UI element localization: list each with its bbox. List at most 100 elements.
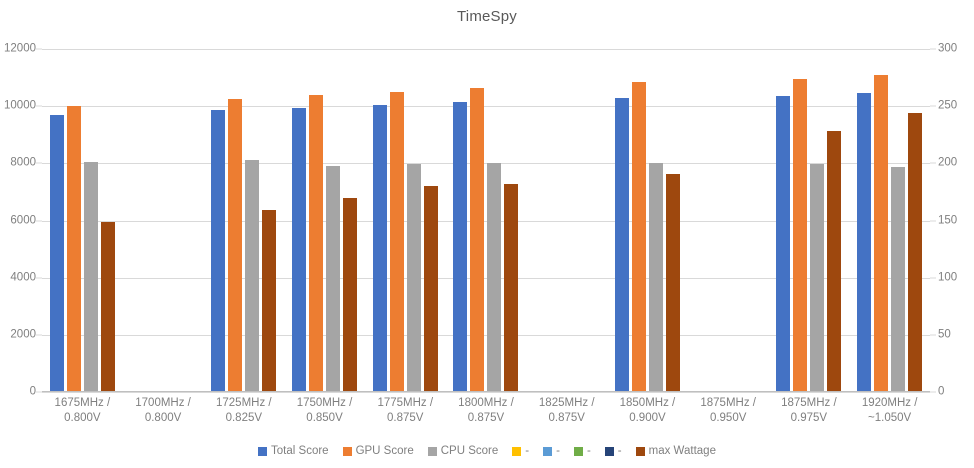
- y-axis-right-tick-label: 150: [938, 213, 958, 226]
- bar[interactable]: [504, 183, 519, 392]
- legend-item[interactable]: -: [573, 445, 591, 457]
- y-axis-left-tick-mark: [36, 105, 42, 107]
- x-axis-labels: 1675MHz / 0.800V 1700MHz / 0.800V 1725MHz / 0…: [42, 396, 930, 434]
- y-axis-right-tick-mark: [930, 391, 936, 393]
- legend-item-label: -: [586, 445, 591, 457]
- bar-group: [284, 49, 365, 392]
- legend-swatch-icon: [512, 446, 522, 456]
- x-axis-line: [42, 391, 930, 392]
- legend-swatch-icon: [635, 446, 645, 456]
- y-axis-left-tick-label: 2000: [10, 328, 36, 341]
- bar-group: [688, 49, 769, 392]
- legend-item-label: -: [617, 445, 622, 457]
- bar[interactable]: [453, 101, 468, 392]
- bar-group: [607, 49, 688, 392]
- bar[interactable]: [874, 74, 889, 392]
- legend-item-label: Total Score: [271, 445, 329, 457]
- y-axis-right-tick-mark: [930, 334, 936, 336]
- bar[interactable]: [810, 163, 825, 392]
- y-axis-right: 0 50 100 150 200 250 300: [938, 43, 974, 397]
- y-axis-right-tick-mark: [930, 48, 936, 50]
- bar[interactable]: [245, 160, 260, 392]
- y-axis-left-tick-label: 12000: [4, 42, 36, 55]
- y-axis-left-tick-mark: [36, 162, 42, 164]
- x-axis-category-label: 1825MHz / 0.875V: [526, 396, 607, 426]
- chart-legend: Total Score GPU Score CPU Score - - - - max Wat…: [0, 440, 974, 462]
- legend-item[interactable]: -: [604, 445, 622, 457]
- x-axis-category-line: 0.825V: [225, 412, 263, 424]
- bar[interactable]: [891, 166, 906, 392]
- plot-area: [42, 49, 930, 393]
- legend-item-label: -: [556, 445, 560, 457]
- legend-item[interactable]: -: [512, 445, 529, 457]
- legend-item-label: GPU Score: [355, 445, 414, 457]
- bar[interactable]: [292, 108, 307, 392]
- y-axis-left: 0 2000 4000 6000 8000 10000 12000: [0, 43, 36, 397]
- legend-item[interactable]: CPU Score: [427, 445, 499, 457]
- bar[interactable]: [372, 104, 387, 392]
- x-axis-category-line: 1825MHz /: [538, 397, 595, 409]
- bar[interactable]: [211, 110, 226, 392]
- bar[interactable]: [389, 92, 404, 392]
- x-axis-category-label: 1850MHz / 0.900V: [607, 396, 688, 426]
- chart-title: TimeSpy: [456, 8, 518, 25]
- x-axis-category-line: 0.950V: [709, 412, 747, 424]
- x-axis-category-line: ~1.050V: [868, 412, 912, 424]
- bar[interactable]: [470, 87, 485, 392]
- bar[interactable]: [406, 163, 421, 392]
- x-axis-category-line: 1750MHz /: [296, 397, 353, 409]
- legend-item[interactable]: GPU Score: [342, 445, 414, 457]
- bar[interactable]: [49, 115, 64, 392]
- x-axis-category-line: 1700MHz /: [135, 397, 191, 409]
- bar[interactable]: [614, 97, 629, 392]
- bar[interactable]: [665, 173, 680, 392]
- x-axis-category-line: 0.875V: [548, 412, 585, 424]
- bar[interactable]: [793, 78, 808, 392]
- y-axis-left-ticks: [36, 48, 42, 393]
- x-axis-category-label: 1875MHz / 0.975V: [769, 396, 850, 426]
- x-axis-category-label: 1725MHz / 0.825V: [203, 396, 284, 426]
- x-axis-category-line: 1675MHz /: [54, 397, 111, 409]
- legend-item[interactable]: max Wattage: [635, 445, 716, 457]
- x-axis-category-label: 1800MHz / 0.875V: [446, 396, 527, 426]
- x-axis-category-line: 0.800V: [144, 412, 182, 424]
- bar[interactable]: [66, 105, 81, 392]
- legend-item-label: CPU Score: [440, 445, 499, 457]
- bar[interactable]: [326, 166, 341, 392]
- bar[interactable]: [487, 163, 502, 392]
- gridline: [42, 163, 930, 165]
- y-axis-right-tick-label: 200: [938, 156, 958, 169]
- y-axis-right-tick-mark: [930, 277, 936, 279]
- bar[interactable]: [648, 163, 663, 392]
- bar[interactable]: [827, 131, 842, 392]
- bar-group: [849, 49, 930, 392]
- bar[interactable]: [631, 82, 646, 392]
- y-axis-right-tick-label: 50: [938, 328, 951, 341]
- bar-group: [365, 49, 446, 392]
- bar[interactable]: [100, 221, 115, 392]
- x-axis-category-label: 1775MHz / 0.875V: [365, 396, 446, 426]
- bar[interactable]: [262, 210, 277, 392]
- x-axis-category-line: 1775MHz /: [377, 397, 434, 409]
- bar[interactable]: [343, 197, 358, 392]
- bar[interactable]: [908, 113, 923, 392]
- bar[interactable]: [228, 99, 243, 392]
- gridline: [42, 392, 930, 393]
- x-axis-category-line: 0.875V: [387, 412, 424, 424]
- x-axis-category-line: 0.975V: [790, 412, 828, 424]
- bar[interactable]: [309, 95, 324, 392]
- bar[interactable]: [857, 93, 872, 392]
- bar[interactable]: [423, 186, 438, 392]
- y-axis-right-tick-label: 0: [938, 385, 945, 398]
- legend-swatch-icon: [258, 446, 268, 456]
- legend-item[interactable]: -: [543, 445, 560, 457]
- x-axis-category-line: 1725MHz /: [216, 397, 272, 409]
- bar[interactable]: [83, 161, 98, 392]
- gridline: [42, 220, 930, 222]
- x-axis-category-label: 1920MHz / ~1.050V: [849, 396, 930, 426]
- legend-item[interactable]: Total Score: [258, 445, 329, 457]
- bar[interactable]: [776, 96, 791, 392]
- x-axis-category-label: 1700MHz / 0.800V: [123, 396, 204, 426]
- y-axis-right-tick-mark: [930, 220, 936, 221]
